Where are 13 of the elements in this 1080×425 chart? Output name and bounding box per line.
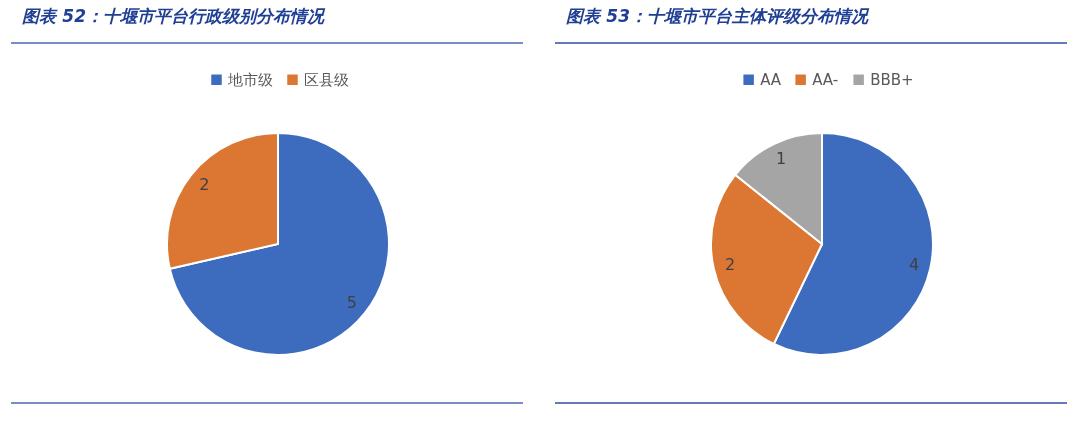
- chart-title: 图表 52：十堰市平台行政级别分布情况: [22, 6, 326, 27]
- data-label: 1: [775, 148, 787, 168]
- data-label: 2: [199, 175, 210, 195]
- legend-label: AA: [760, 70, 782, 89]
- data-label: 4: [908, 254, 920, 274]
- data-label: 2: [724, 254, 736, 274]
- chart-title: 图表 53：十堰市平台主体评级分布情况: [566, 6, 870, 27]
- legend-label: BBB+: [870, 70, 914, 89]
- pie-slice: [168, 132, 390, 356]
- data-label: 5: [346, 292, 357, 312]
- legend-label: 地市级: [227, 70, 273, 89]
- legend-label: AA-: [812, 70, 839, 89]
- legend-label: 区县级: [304, 70, 349, 89]
